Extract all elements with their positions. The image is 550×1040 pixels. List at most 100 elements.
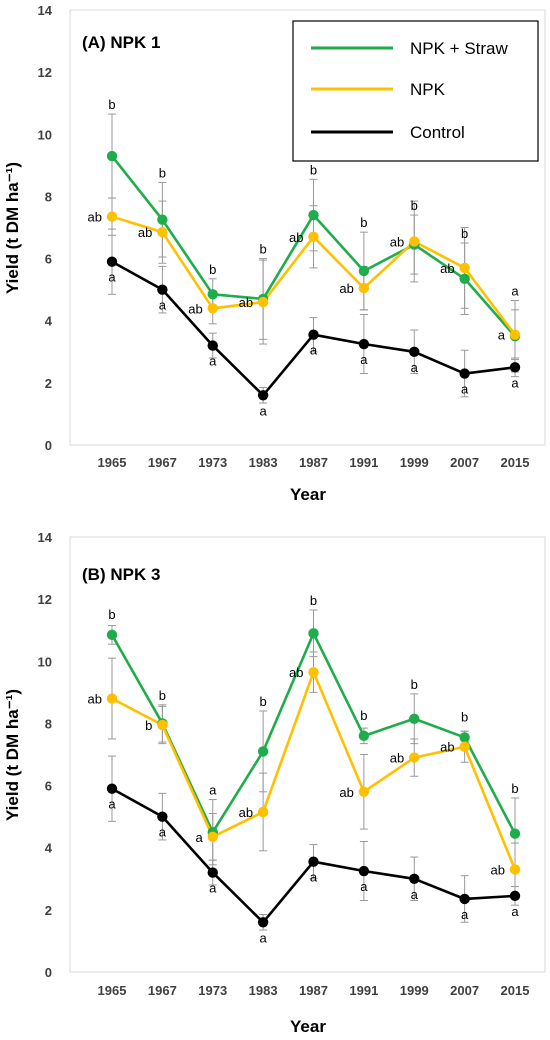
significance-letter-control: a	[411, 887, 419, 902]
significance-letter-npk: ab	[88, 210, 102, 225]
data-point-npk	[409, 752, 420, 763]
x-tick-label: 2015	[501, 983, 530, 998]
data-point-npk	[106, 211, 118, 222]
significance-letter-npk_straw: b	[159, 688, 166, 703]
data-point-control	[459, 368, 470, 379]
data-point-npk_straw	[257, 746, 269, 757]
significance-letter-npk: b	[145, 718, 152, 733]
data-point-npk	[257, 296, 269, 308]
data-point-npk_straw	[106, 150, 118, 162]
significance-letter-npk_straw: b	[411, 198, 418, 213]
data-point-control	[157, 284, 168, 295]
y-tick-label: 4	[45, 314, 53, 329]
data-point-npk	[157, 226, 168, 238]
y-tick-label: 0	[45, 438, 52, 453]
x-tick-label: 1987	[299, 983, 328, 998]
data-point-control	[157, 811, 168, 822]
data-point-control	[358, 338, 370, 350]
data-point-control	[358, 865, 370, 877]
significance-letter-npk_straw: b	[461, 226, 468, 241]
data-point-npk	[509, 329, 521, 340]
data-point-control	[509, 362, 521, 373]
x-tick-label: 1983	[249, 983, 278, 998]
y-tick-label: 4	[45, 841, 53, 856]
data-point-control	[459, 893, 470, 905]
significance-letter-npk: ab	[339, 785, 353, 800]
significance-letter-npk_straw: b	[209, 262, 216, 277]
significance-letter-npk_straw: b	[310, 593, 317, 608]
panel-title: (B) NPK 3	[82, 565, 160, 584]
x-tick-label: 1965	[98, 455, 127, 470]
data-point-npk_straw	[459, 273, 470, 284]
panel-title: (A) NPK 1	[82, 33, 160, 52]
data-point-control	[207, 340, 218, 351]
data-point-npk	[358, 786, 370, 797]
data-point-control	[409, 346, 420, 357]
significance-letter-control: a	[511, 375, 519, 390]
significance-letter-npk: ab	[491, 862, 505, 877]
significance-letter-npk_straw: b	[511, 781, 518, 796]
data-point-npk_straw	[207, 289, 218, 300]
significance-letter-npk: ab	[289, 230, 303, 245]
significance-letter-npk_straw: b	[159, 165, 166, 180]
y-tick-label: 14	[38, 530, 53, 545]
significance-letter-npk_straw: b	[310, 162, 317, 177]
x-tick-label: 1991	[349, 983, 378, 998]
y-tick-label: 6	[45, 252, 52, 267]
significance-letter-npk_straw: b	[360, 215, 367, 230]
significance-letter-npk: ab	[188, 301, 202, 316]
y-axis-title: Yield (t DM ha⁻¹)	[3, 689, 22, 821]
legend-item-npk: NPK	[311, 80, 446, 99]
plot-area-frame	[69, 9, 546, 446]
data-point-npk	[207, 831, 218, 843]
data-point-control	[409, 873, 420, 884]
significance-letter-control: a	[310, 343, 318, 358]
x-axis-title: Year	[290, 1017, 326, 1036]
significance-letter-npk_straw: b	[108, 97, 115, 112]
data-point-npk_straw	[358, 265, 370, 277]
significance-letter-control: a	[461, 907, 469, 922]
significance-letter-npk_straw: b	[411, 677, 418, 692]
data-point-npk_straw	[358, 730, 370, 742]
data-point-control	[106, 256, 118, 267]
x-tick-label: 1987	[299, 455, 328, 470]
y-tick-label: 8	[45, 716, 52, 731]
significance-letter-npk: ab	[339, 281, 353, 296]
y-axis-title: Yield (t DM ha⁻¹)	[3, 162, 22, 294]
data-point-control	[207, 867, 218, 878]
data-point-control	[509, 890, 521, 902]
chart-panel-a: b b b b b b b b a ab ab ab ab ab ab ab ab a a a a a a a a a a 0 2 4 6…	[3, 3, 546, 504]
series-line-npk	[111, 670, 517, 870]
legend-item-control: Control	[311, 123, 465, 142]
data-point-npk_straw	[459, 732, 470, 743]
x-tick-label: 2015	[501, 455, 530, 470]
y-tick-label: 10	[38, 127, 52, 142]
legend-label-control: Control	[410, 123, 465, 142]
significance-letter-npk: ab	[88, 692, 102, 707]
x-tick-label: 2007	[450, 983, 479, 998]
significance-letter-npk_straw: b	[108, 607, 115, 622]
significance-letter-control: a	[310, 870, 318, 885]
y-tick-label: 10	[38, 654, 52, 669]
significance-letter-npk: ab	[239, 805, 253, 820]
y-tick-label: 8	[45, 189, 52, 204]
significance-letter-control: a	[108, 797, 116, 812]
plot-area-frame	[69, 536, 546, 973]
legend-item-npk-straw: NPK + Straw	[311, 39, 509, 58]
data-point-npk_straw	[106, 629, 118, 641]
data-point-npk	[157, 719, 168, 731]
significance-letter-control: a	[108, 270, 116, 285]
significance-letter-npk_straw: b	[260, 242, 267, 257]
y-tick-label: 2	[45, 903, 52, 918]
data-point-npk_straw	[409, 713, 420, 724]
significance-letter-npk_straw: b	[260, 694, 267, 709]
y-tick-label: 0	[45, 965, 52, 980]
data-point-npk_straw	[308, 628, 319, 639]
x-tick-label: 1967	[148, 455, 177, 470]
legend-label-npk: NPK	[410, 80, 446, 99]
data-point-npk	[106, 693, 118, 704]
data-point-npk	[308, 666, 319, 678]
significance-letter-npk_straw: a	[209, 783, 217, 798]
